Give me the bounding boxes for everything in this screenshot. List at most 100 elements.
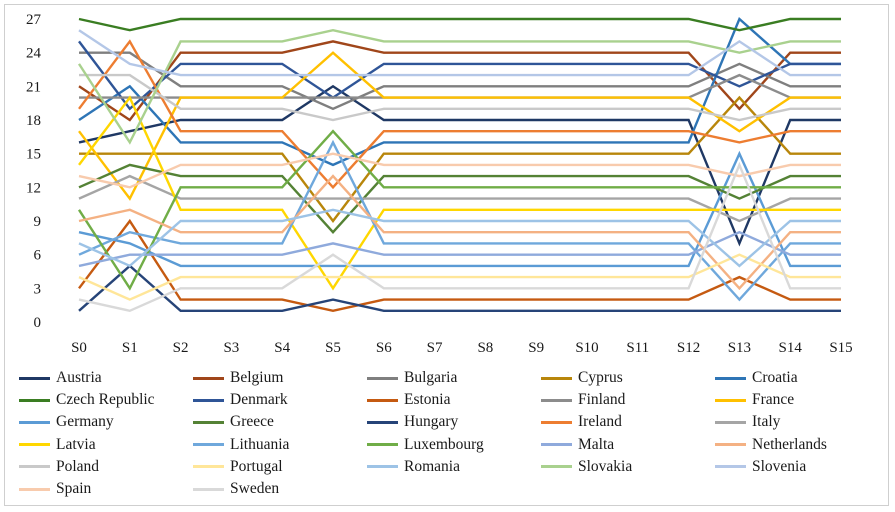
series-line-spain	[78, 152, 841, 189]
legend-swatch	[715, 465, 746, 469]
legend-label: Hungary	[404, 413, 459, 431]
legend-label: Ireland	[578, 413, 622, 431]
series-line-croatia	[78, 16, 841, 167]
y-tick-label: 6	[34, 248, 42, 264]
legend-swatch	[19, 443, 50, 447]
legend-item: Greece	[193, 411, 367, 433]
legend-label: Spain	[56, 480, 92, 498]
legend-item: Germany	[19, 411, 193, 433]
legend-label: Czech Republic	[56, 391, 155, 409]
legend-item: Croatia	[715, 367, 889, 389]
y-tick-label: 3	[34, 281, 42, 297]
legend-item: Austria	[19, 367, 193, 389]
x-tick-label: S3	[223, 340, 239, 356]
legend-swatch	[367, 420, 398, 424]
series-line-austria	[78, 84, 841, 247]
legend-swatch	[715, 443, 746, 447]
y-axis-ticks: 0 3 6 9 12 15 18 21 24 27	[26, 12, 42, 331]
legend-item: Finland	[541, 389, 715, 411]
x-tick-label: S13	[728, 340, 751, 356]
legend-label: Luxembourg	[404, 435, 484, 453]
legend: Austria Belgium Bulgaria Cyprus Croatia Czech…	[19, 367, 889, 500]
legend-swatch	[715, 420, 746, 424]
y-tick-label: 21	[26, 79, 41, 95]
legend-item: Slovenia	[715, 456, 889, 478]
series-line-czech-republic	[78, 17, 841, 32]
legend-label: Estonia	[404, 391, 451, 409]
y-tick-label: 0	[34, 315, 42, 331]
legend-item: Cyprus	[541, 367, 715, 389]
legend-item: Estonia	[367, 389, 541, 411]
legend-label: Poland	[56, 457, 100, 475]
series-line-lithuania	[78, 139, 841, 302]
x-tick-label: S7	[427, 340, 443, 356]
x-tick-label: S11	[626, 340, 649, 356]
y-tick-label: 15	[26, 147, 41, 163]
legend-item: Spain	[19, 478, 193, 500]
x-tick-label: S2	[173, 340, 189, 356]
legend-swatch	[367, 376, 398, 380]
legend-item: Luxembourg	[367, 434, 541, 456]
x-tick-label: S15	[829, 340, 852, 356]
series-line-cyprus	[79, 95, 841, 223]
y-tick-label: 24	[26, 46, 42, 62]
legend-label: Germany	[56, 413, 114, 431]
legend-swatch	[367, 465, 398, 469]
legend-item: Malta	[541, 434, 715, 456]
legend-label: France	[752, 391, 795, 409]
legend-swatch	[19, 376, 50, 380]
legend-swatch	[193, 420, 224, 424]
legend-item: Lithuania	[193, 434, 367, 456]
legend-swatch	[367, 443, 398, 447]
legend-swatch	[367, 398, 398, 402]
legend-label: Slovenia	[752, 457, 807, 475]
x-axis-ticks: S0 S1 S2 S3 S4 S5 S6 S7 S8 S9 S10 S11 S12 S13 S14 S15	[71, 340, 853, 356]
legend-item: Ireland	[541, 411, 715, 433]
y-tick-label: 12	[26, 180, 41, 196]
legend-swatch	[193, 487, 224, 491]
x-tick-label: S14	[779, 340, 803, 356]
legend-item: Czech Republic	[19, 389, 193, 411]
legend-swatch	[19, 465, 50, 469]
legend-item: Belgium	[193, 367, 367, 389]
legend-swatch	[193, 376, 224, 380]
legend-item: Romania	[367, 456, 541, 478]
chart-frame: 0 3 6 9 12 15 18 21 24 27 S0 S1 S2 S3 S4 S5 S6 S7 S8 S9 S10…	[4, 4, 889, 506]
x-tick-label: S5	[325, 340, 341, 356]
series-line-sweden	[78, 161, 841, 313]
legend-swatch	[193, 465, 224, 469]
x-tick-label: S1	[122, 340, 138, 356]
legend-label: Bulgaria	[404, 369, 458, 387]
legend-label: Austria	[56, 369, 102, 387]
legend-item: Italy	[715, 411, 889, 433]
x-tick-label: S12	[677, 340, 700, 356]
legend-swatch	[715, 376, 746, 380]
x-tick-label: S0	[71, 340, 87, 356]
y-tick-label: 27	[26, 12, 42, 28]
legend-label: Sweden	[230, 480, 280, 498]
legend-item: Hungary	[367, 411, 541, 433]
y-tick-label: 9	[34, 214, 42, 230]
legend-item: France	[715, 389, 889, 411]
legend-label: Belgium	[230, 369, 284, 387]
series-lines	[77, 16, 841, 313]
legend-swatch	[19, 420, 50, 424]
legend-item: Poland	[19, 456, 193, 478]
legend-item: Latvia	[19, 434, 193, 456]
legend-label: Portugal	[230, 457, 283, 475]
legend-label: Malta	[578, 435, 615, 453]
legend-item: Denmark	[193, 389, 367, 411]
legend-swatch	[541, 376, 572, 380]
legend-label: Latvia	[56, 435, 96, 453]
x-tick-label: S10	[575, 340, 598, 356]
legend-label: Netherlands	[752, 435, 827, 453]
legend-label: Slovakia	[578, 457, 633, 475]
legend-label: Croatia	[752, 369, 798, 387]
series-line-slovakia	[77, 28, 841, 145]
x-tick-label: S6	[376, 340, 392, 356]
legend-item: Sweden	[193, 478, 367, 500]
line-chart: 0 3 6 9 12 15 18 21 24 27 S0 S1 S2 S3 S4 S5 S6 S7 S8 S9 S10…	[26, 12, 853, 356]
legend-item: Netherlands	[715, 434, 889, 456]
x-tick-label: S8	[477, 340, 493, 356]
legend-item: Portugal	[193, 456, 367, 478]
